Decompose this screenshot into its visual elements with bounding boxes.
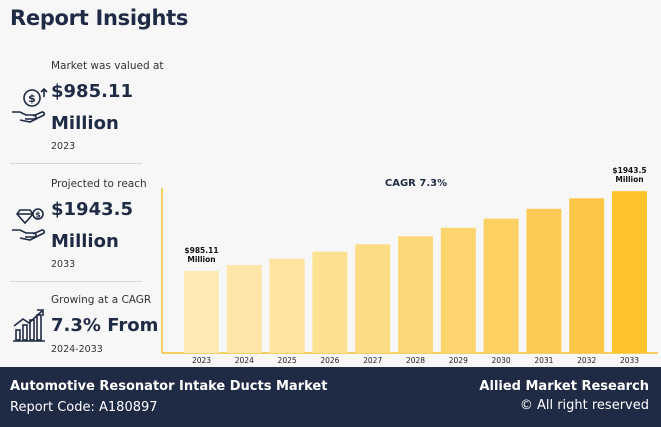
bar-2025 — [269, 258, 305, 353]
stat-value-unit: Million — [51, 231, 119, 252]
bar-2032 — [569, 198, 605, 353]
x-tick-label: 2028 — [406, 356, 425, 365]
market-name: Automotive Resonator Intake Ducts Market — [10, 379, 328, 394]
bar-2031 — [526, 208, 562, 353]
stat-projected-value: $ Projected to reach $1943.5 Million 203… — [10, 176, 160, 276]
bar-2033 — [612, 191, 647, 353]
stat-label: Market was valued at — [51, 60, 164, 72]
data-label: $985.11 — [184, 246, 218, 255]
bar-2026 — [312, 251, 348, 353]
stat-value: 7.3% From — [51, 315, 159, 336]
x-tick-label: 2027 — [363, 356, 382, 365]
stat-year: 2023 — [51, 141, 76, 152]
bar-2029 — [440, 227, 476, 353]
svg-text:$: $ — [28, 92, 36, 105]
bar-2027 — [355, 244, 391, 353]
x-tick-label: 2032 — [577, 356, 596, 365]
x-tick-label: 2025 — [278, 356, 297, 365]
x-tick-label: 2029 — [449, 356, 468, 365]
bar-2024 — [226, 264, 262, 353]
bar-2030 — [483, 218, 519, 353]
data-label: Million — [187, 255, 215, 264]
x-tick-label: 2024 — [235, 356, 254, 365]
report-code: Report Code: A180897 — [10, 400, 158, 415]
stat-value: $985.11 — [51, 81, 133, 102]
x-tick-label: 2023 — [192, 356, 211, 365]
bar-2028 — [398, 236, 433, 353]
stat-value: $1943.5 — [51, 199, 133, 220]
stat-value-unit: Million — [51, 113, 119, 134]
bar-2023 — [184, 270, 219, 353]
stat-cagr: Growing at a CAGR 7.3% From 2024-2033 — [10, 292, 160, 362]
growth-chart-icon — [10, 306, 48, 344]
stat-market-value: $ Market was valued at $985.11 Million 2… — [10, 58, 164, 158]
diamond-hand-icon: $ — [10, 204, 48, 242]
x-tick-label: 2026 — [320, 356, 339, 365]
divider — [10, 163, 142, 164]
x-tick-label: 2031 — [534, 356, 553, 365]
svg-text:$: $ — [35, 211, 41, 220]
chart-title: CAGR 7.3% — [385, 178, 447, 189]
money-hand-icon: $ — [10, 86, 48, 124]
stat-year: 2024-2033 — [51, 344, 103, 355]
page-title: Report Insights — [10, 6, 189, 30]
brand-name: Allied Market Research — [479, 379, 649, 394]
data-label: $1943.5 — [612, 166, 646, 175]
divider — [10, 281, 142, 282]
stat-label: Projected to reach — [51, 178, 147, 190]
data-label: Million — [615, 175, 643, 184]
copyright: © All right reserved — [519, 398, 649, 413]
stat-label: Growing at a CAGR — [51, 294, 152, 306]
footer-bar: Automotive Resonator Intake Ducts Market… — [0, 367, 661, 427]
x-tick-label: 2033 — [620, 356, 639, 365]
stat-year: 2033 — [51, 259, 76, 270]
x-tick-label: 2030 — [492, 356, 511, 365]
